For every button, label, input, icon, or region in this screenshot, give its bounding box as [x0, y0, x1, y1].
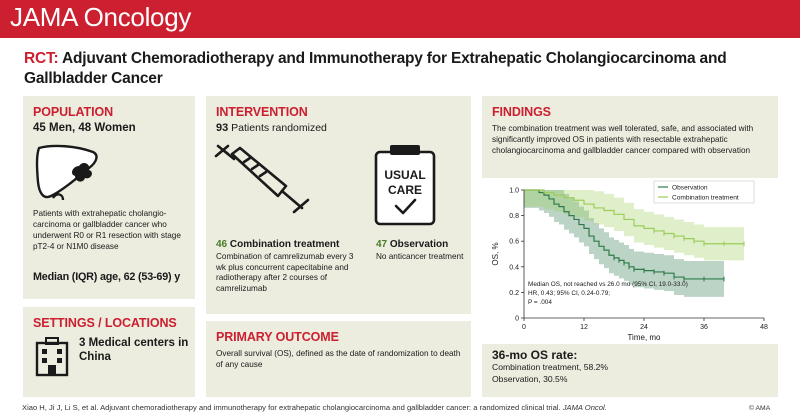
- combination-count: 46: [216, 239, 228, 250]
- population-description: Patients with extrahepatic cholangio-car…: [33, 209, 181, 251]
- chart-legend: Observation Combination treatment: [653, 180, 755, 204]
- population-median-age: Median (IQR) age, 62 (53-69) y: [33, 271, 181, 283]
- chart-annotation-median: Median OS, not reached vs 26.0 mo (95% C…: [528, 281, 688, 288]
- intervention-panel: INTERVENTION 93 Patients randomized USUA…: [206, 96, 471, 314]
- sign-text-usual: USUAL: [384, 168, 425, 182]
- settings-text: 3 Medical centers in China: [79, 337, 189, 363]
- settings-panel: SETTINGS / LOCATIONS 3 Medical centers i…: [23, 307, 195, 397]
- outcome-text: Overall survival (OS), defined as the da…: [216, 349, 461, 369]
- hospital-building-icon: [35, 337, 69, 377]
- intervention-heading: INTERVENTION: [216, 105, 308, 119]
- survival-chart: 0 12 24 36 48 0 0.2 0.4 0.6 0.8 1.0 OS, % Time, mo…: [482, 178, 778, 344]
- outcome-panel: PRIMARY OUTCOME Overall survival (OS), d…: [206, 321, 471, 397]
- population-panel: POPULATION 45 Men, 48 Women Patients wit…: [23, 96, 195, 299]
- x-tick-label: 36: [700, 324, 708, 331]
- y-tick-label: 0: [515, 316, 519, 323]
- findings-panel: FINDINGS The combination treatment was w…: [482, 96, 778, 397]
- os-rate-observation: Observation, 30.5%: [492, 374, 568, 384]
- citation: Xiao H, Ji J, Li S, et al. Adjuvant chem…: [22, 403, 607, 412]
- y-tick-label: 0.2: [509, 290, 519, 297]
- y-tick-label: 0.8: [509, 213, 519, 220]
- randomized-count: 93: [216, 122, 229, 134]
- observation-description: No anticancer treatment: [376, 252, 464, 261]
- title-prefix: RCT:: [24, 50, 59, 67]
- citation-journal: JAMA Oncol.: [560, 403, 607, 412]
- liver-icon: [35, 144, 98, 201]
- legend-label-combination: Combination treatment: [672, 195, 739, 202]
- y-axis-label: OS, %: [491, 242, 500, 265]
- title-text: Adjuvant Chemoradiotherapy and Immunothe…: [24, 50, 727, 87]
- randomized-label: Patients randomized: [228, 122, 327, 134]
- findings-heading: FINDINGS: [492, 105, 551, 119]
- observation-count: 47: [376, 239, 388, 250]
- chart-annotation-p: P = .004: [528, 299, 552, 306]
- os-rate-combination: Combination treatment, 58.2%: [492, 362, 609, 372]
- x-tick-label: 0: [522, 324, 526, 331]
- x-tick-label: 24: [640, 324, 648, 331]
- combination-title: 46 Combination treatment: [216, 239, 339, 250]
- journal-title: JAMA Oncology: [10, 2, 192, 32]
- combination-label: Combination treatment: [227, 239, 340, 250]
- usual-care-sign-icon: USUAL CARE: [374, 145, 436, 226]
- combination-description: Combination of camrelizumab every 3 wk p…: [216, 252, 354, 293]
- settings-heading: SETTINGS / LOCATIONS: [33, 316, 177, 330]
- observation-label: Observation: [387, 239, 449, 250]
- x-tick-label: 12: [580, 324, 588, 331]
- os-rate-title: 36-mo OS rate:: [492, 348, 578, 362]
- journal-header: JAMA Oncology: [0, 0, 800, 38]
- page-title: RCT: Adjuvant Chemoradiotherapy and Immu…: [24, 49, 784, 89]
- x-tick-label: 48: [760, 324, 768, 331]
- syringe-icon: [214, 144, 310, 214]
- legend-label-observation: Observation: [672, 185, 708, 192]
- findings-text: The combination treatment was well toler…: [492, 124, 754, 155]
- population-summary: 45 Men, 48 Women: [33, 122, 136, 134]
- sign-text-care: CARE: [388, 183, 422, 197]
- population-heading: POPULATION: [33, 105, 114, 119]
- y-tick-label: 1.0: [509, 188, 519, 195]
- x-axis-label: Time, mo: [627, 333, 661, 342]
- y-tick-label: 0.6: [509, 239, 519, 246]
- outcome-heading: PRIMARY OUTCOME: [216, 330, 339, 344]
- y-tick-label: 0.4: [509, 264, 519, 271]
- copyright: © AMA: [749, 405, 771, 412]
- check-icon: [394, 198, 417, 215]
- chart-annotation-hr: HR, 0.43; 95% CI, 0.24-0.79;: [528, 290, 610, 297]
- citation-text: Xiao H, Ji J, Li S, et al. Adjuvant chem…: [22, 403, 561, 412]
- intervention-randomized: 93 Patients randomized: [216, 122, 327, 134]
- observation-title: 47 Observation: [376, 239, 448, 250]
